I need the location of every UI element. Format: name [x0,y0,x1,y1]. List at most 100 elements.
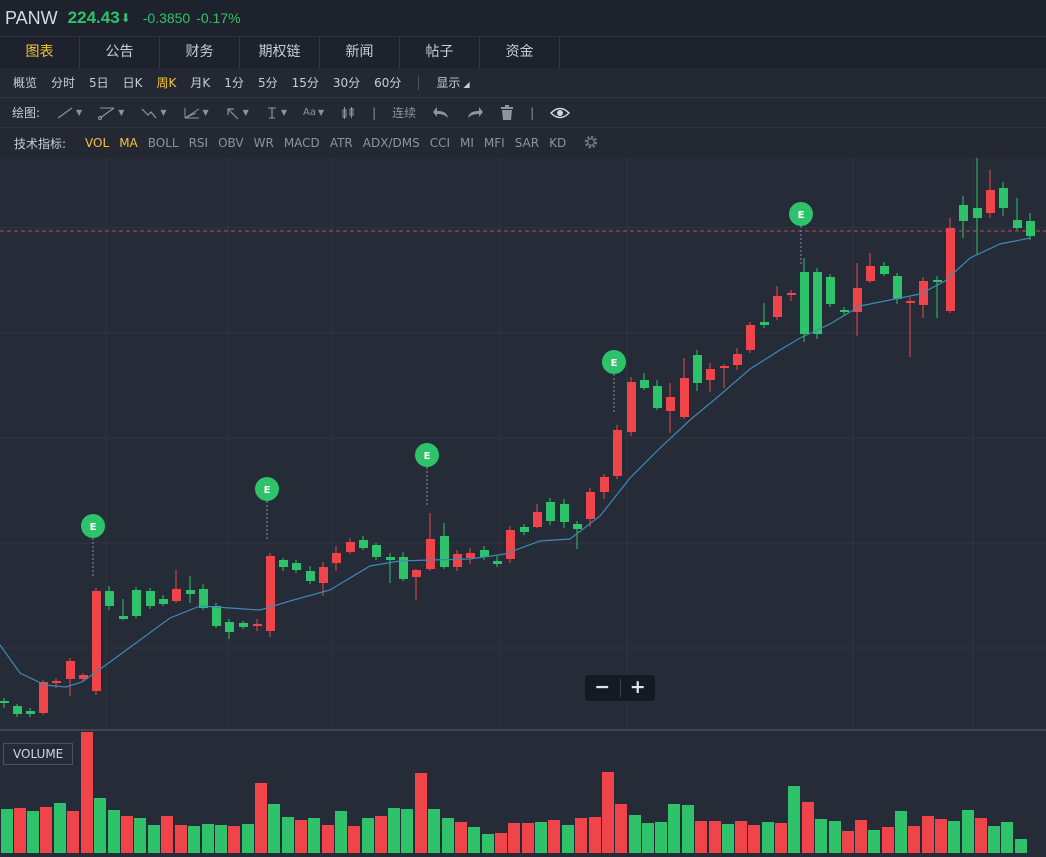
volume-bar [415,773,427,853]
tab-options-chain[interactable]: 期权链 [240,37,320,69]
undo-icon[interactable] [432,106,450,120]
candle-tool-icon[interactable] [340,106,356,120]
indicator-ma[interactable]: MA [119,136,138,150]
indicator-macd[interactable]: MACD [283,136,320,150]
candlestick [906,301,915,303]
indicator-obv[interactable]: OBV [218,136,244,150]
corner-caret-icon: ◢ [463,80,470,89]
tab-news[interactable]: 新闻 [320,37,400,69]
volume-bar [802,802,814,853]
display-dropdown[interactable]: 显示 ◢ [436,74,469,91]
candlestick [146,591,155,606]
moving-average-line [0,237,1031,688]
trend-tool-icon[interactable]: ▼ [140,106,167,120]
volume-bar [975,818,987,853]
gear-icon[interactable] [583,134,599,153]
volume-bar [548,820,560,853]
zoom-control: − + [585,675,655,701]
period-5min[interactable]: 5分 [257,76,278,90]
indicator-kd[interactable]: KD [549,136,567,150]
earnings-marker [81,514,105,538]
earnings-marker [789,202,813,226]
volume-bar [40,807,52,853]
candlestick [26,711,35,714]
volume-bar [67,811,79,853]
ray-tool-icon[interactable]: ▼ [98,106,124,120]
period-overview[interactable]: 概览 [13,76,38,90]
candlestick [533,512,542,527]
indicator-adx-dms[interactable]: ADX/DMS [362,136,420,150]
volume-bar [442,818,454,853]
candlestick [853,288,862,312]
font-size-icon-text: Aa [302,107,316,118]
tab-financials[interactable]: 财务 [160,37,240,69]
text-cursor-icon[interactable]: ▼ [267,107,287,118]
candlestick [52,681,61,683]
volume-bar [615,804,627,853]
candlestick [693,355,702,383]
period-daily[interactable]: 日K [122,76,143,90]
volume-bar [202,824,214,853]
chart-area[interactable]: E E E E E [0,158,1046,853]
tab-capital-flow[interactable]: 资金 [480,37,560,69]
tab-posts[interactable]: 帖子 [400,37,480,69]
candlestick [773,296,782,317]
ticker-symbol: PANW [5,7,58,28]
candlestick [613,430,622,476]
redo-icon[interactable] [466,106,484,120]
price-change-percent: -0.17% [196,10,241,26]
candlestick [453,554,462,567]
candlestick [440,536,449,567]
price-change: -0.3850 [142,10,191,26]
indicator-mfi[interactable]: MFI [483,136,505,150]
candlestick [733,354,742,365]
indicator-boll[interactable]: BOLL [147,136,179,150]
period-30min[interactable]: 30分 [332,76,361,90]
font-size-icon[interactable]: Aa ▼ [302,107,325,118]
period-1min[interactable]: 1分 [224,76,244,90]
trash-icon[interactable] [500,105,514,120]
indicator-atr[interactable]: ATR [329,136,353,150]
volume-panel-label: VOLUME [3,743,74,765]
volume-bar [1,809,13,853]
candlestick [1026,221,1035,236]
period-60min[interactable]: 60分 [374,76,402,90]
indicator-mi[interactable]: MI [460,136,474,150]
zoom-out-button[interactable]: − [594,676,611,698]
earnings-marker-label: E [424,451,431,462]
period-15min[interactable]: 15分 [291,76,319,90]
indicator-vol[interactable]: VOL [85,136,110,150]
period-monthly[interactable]: 月K [190,76,211,90]
indicator-sar[interactable]: SAR [514,136,540,150]
display-label: 显示 [436,76,461,90]
arrow-tool-icon[interactable]: ▼ [225,106,249,120]
candlestick [800,272,809,334]
indicator-wr[interactable]: WR [253,136,274,150]
continuous-button[interactable]: 连续 [392,106,417,120]
line-tool-icon[interactable]: ▼ [56,106,82,120]
volume-bar [375,816,387,853]
candlestick-chart[interactable]: E E E E E [0,158,1046,853]
volume-bar [522,823,534,853]
candlestick [253,624,262,626]
volume-bar [855,820,867,853]
earnings-marker-label: E [611,358,618,369]
period-intraday[interactable]: 分时 [51,76,76,90]
zoom-in-button[interactable]: + [629,676,646,698]
eye-icon[interactable] [550,106,571,120]
indicator-rsi[interactable]: RSI [188,136,209,150]
candlestick [586,492,595,519]
period-weekly[interactable]: 周K [156,76,177,90]
volume-bar [922,816,934,853]
tab-announcements[interactable]: 公告 [80,37,160,69]
volume-bar [388,808,400,853]
volume-bar [895,811,907,853]
candlestick [426,539,435,569]
indicator-cci[interactable]: CCI [429,136,450,150]
fib-tool-icon[interactable]: ▼ [183,106,209,120]
period-5day[interactable]: 5日 [89,76,109,90]
volume-bar [695,821,707,853]
tab-chart[interactable]: 图表 [0,37,80,69]
candlestick [119,616,128,619]
volume-bar [94,798,106,853]
